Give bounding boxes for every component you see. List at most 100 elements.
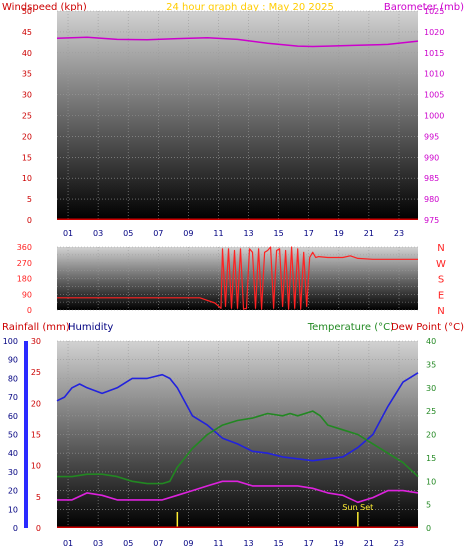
p1-x-tick-label: 13 — [243, 229, 253, 238]
windspeed-tick-label: 15 — [22, 153, 32, 162]
p1-x-tick-label: 19 — [334, 229, 344, 238]
temperature-tick-label: 5 — [426, 501, 431, 510]
barometer-tick-label: 985 — [424, 174, 439, 183]
compass-label: N — [437, 243, 444, 254]
barometer-tick-label: 990 — [424, 153, 439, 162]
temperature-tick-label: 0 — [426, 524, 431, 533]
compass-label: W — [436, 259, 446, 270]
direction-tick-label: 270 — [17, 259, 32, 268]
p3-x-tick-label: 17 — [304, 539, 314, 548]
barometer-tick-label: 1025 — [424, 7, 444, 16]
wind-barometer-panel: 0510152025303540455097598098599099510001… — [22, 7, 444, 239]
barometer-tick-label: 1015 — [424, 49, 444, 58]
humidity-tick-label: 0 — [13, 524, 18, 533]
humidity-tick-label: 80 — [8, 374, 18, 383]
p3-x-tick-label: 21 — [364, 539, 374, 548]
rainfall-axis-label: Rainfall (mm) — [2, 322, 70, 333]
windspeed-tick-label: 5 — [27, 195, 32, 204]
sunset-annotation: Sun Set — [342, 503, 373, 512]
barometer-tick-label: 1010 — [424, 70, 444, 79]
dewpoint-line — [57, 480, 419, 504]
direction-tick-label: 0 — [27, 306, 32, 315]
p3-x-tick-label: 05 — [123, 539, 133, 548]
humidity-axis-label: Humidity — [68, 322, 113, 333]
temperature-tick-label: 40 — [426, 337, 436, 346]
p3-x-tick-label: 09 — [183, 539, 193, 548]
temperature-axis-label: Temperature (°C) — [307, 322, 394, 333]
rainfall-tick-label: 0 — [36, 524, 41, 533]
temperature-tick-label: 30 — [426, 384, 436, 393]
compass-label: S — [438, 275, 444, 286]
windspeed-tick-label: 35 — [22, 70, 32, 79]
p1-xaxis-area — [57, 220, 418, 239]
windspeed-tick-label: 30 — [22, 91, 32, 100]
dewpoint-axis-label: Dew Point (°C) — [391, 322, 464, 333]
compass-label: E — [438, 290, 444, 301]
p1-x-tick-label: 05 — [123, 229, 133, 238]
p3-x-tick-label: 07 — [153, 539, 163, 548]
windspeed-tick-label: 10 — [22, 174, 32, 183]
direction-tick-label: 180 — [17, 275, 32, 284]
windspeed-tick-label: 20 — [22, 132, 32, 141]
temperature-tick-label: 10 — [426, 477, 436, 486]
windspeed-tick-label: 50 — [22, 7, 32, 16]
humidity-tick-label: 60 — [8, 412, 18, 421]
windspeed-tick-label: 40 — [22, 49, 32, 58]
humidity-tick-label: 50 — [8, 431, 18, 440]
humidity-tick-label: 30 — [8, 468, 18, 477]
rainfall-tick-label: 30 — [31, 337, 41, 346]
p1-x-tick-label: 17 — [304, 229, 314, 238]
p1-x-tick-label: 07 — [153, 229, 163, 238]
humidity-tick-label: 10 — [8, 505, 18, 514]
temperature-line — [57, 410, 419, 485]
wind-direction-line — [57, 246, 418, 310]
temperature-tick-label: 15 — [426, 454, 436, 463]
p3-x-tick-label: 15 — [274, 539, 284, 548]
p3-x-tick-label: 01 — [63, 539, 73, 548]
p3-xaxis-area — [57, 528, 418, 552]
rainfall-tick-label: 15 — [31, 431, 41, 440]
windspeed-tick-label: 0 — [27, 216, 32, 225]
temperature-tick-label: 20 — [426, 431, 436, 440]
p3-x-tick-label: 23 — [394, 539, 404, 548]
p1-x-tick-label: 09 — [183, 229, 193, 238]
humidity-tick-label: 90 — [8, 356, 18, 365]
compass-label: N — [437, 306, 444, 317]
p1-x-tick-label: 15 — [274, 229, 284, 238]
barometer-tick-label: 995 — [424, 132, 439, 141]
barometer-tick-label: 1000 — [424, 112, 444, 121]
rainfall-tick-label: 5 — [36, 493, 41, 502]
windspeed-tick-label: 45 — [22, 28, 32, 37]
temperature-tick-label: 25 — [426, 407, 436, 416]
p1-x-tick-label: 11 — [213, 229, 223, 238]
direction-tick-label: 360 — [17, 243, 32, 252]
direction-tick-label: 90 — [22, 290, 32, 299]
rainfall-tick-label: 10 — [31, 462, 41, 471]
humidity-line — [56, 372, 419, 462]
barometer-tick-label: 980 — [424, 195, 439, 204]
humidity-temperature-panel: 0102030405060708090100051015202530051015… — [3, 337, 436, 552]
rainfall-scale-bar — [24, 341, 28, 528]
p1-x-tick-label: 23 — [394, 229, 404, 238]
barometer-axis-label: Barometer (mb) — [384, 2, 464, 13]
windspeed-tick-label: 25 — [22, 112, 32, 121]
temperature-tick-label: 35 — [426, 360, 436, 369]
p3-x-tick-label: 19 — [334, 539, 344, 548]
barometer-tick-label: 975 — [424, 216, 439, 225]
p3-x-tick-label: 03 — [93, 539, 103, 548]
humidity-tick-label: 20 — [8, 487, 18, 496]
p1-x-tick-label: 03 — [93, 229, 103, 238]
p3-x-tick-label: 13 — [243, 539, 253, 548]
barometer-line — [56, 36, 419, 48]
barometer-tick-label: 1020 — [424, 28, 444, 37]
barometer-tick-label: 1005 — [424, 91, 444, 100]
chart-title: 24 hour graph day : May 20 2025 — [166, 2, 334, 13]
rainfall-tick-label: 20 — [31, 399, 41, 408]
p1-x-tick-label: 01 — [63, 229, 73, 238]
rainfall-tick-label: 25 — [31, 368, 41, 377]
p1-x-tick-label: 21 — [364, 229, 374, 238]
humidity-tick-label: 100 — [3, 337, 18, 346]
humidity-tick-label: 40 — [8, 449, 18, 458]
